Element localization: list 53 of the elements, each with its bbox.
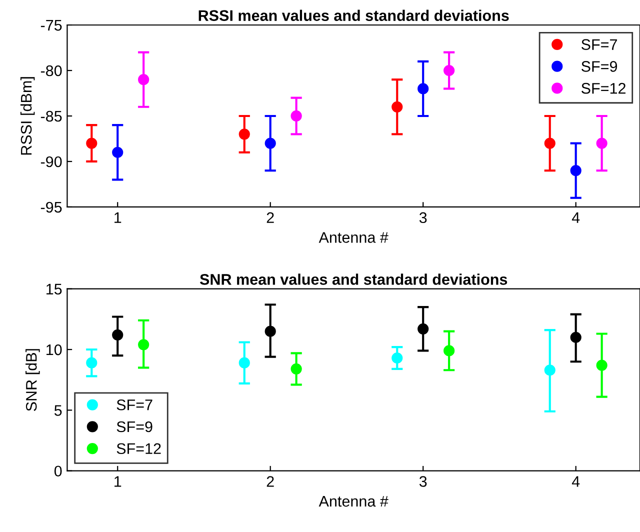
point bbox=[570, 165, 582, 176]
point bbox=[290, 110, 302, 122]
point bbox=[418, 323, 429, 334]
legend-label: SF=7 bbox=[582, 39, 617, 50]
y-tick-label: -75 bbox=[40, 20, 62, 31]
point bbox=[544, 364, 556, 376]
point bbox=[138, 339, 150, 350]
legend-label: SF=9 bbox=[116, 421, 152, 432]
y-tick-label: 10 bbox=[46, 344, 62, 356]
x-tick-label: 4 bbox=[572, 476, 580, 487]
x-axis-title: Antenna # bbox=[318, 496, 388, 507]
point bbox=[112, 146, 124, 158]
x-tick-label: 1 bbox=[114, 212, 122, 223]
y-tick-label: -95 bbox=[40, 202, 62, 213]
x-tick-label: 3 bbox=[419, 476, 427, 487]
legend-label: SF=12 bbox=[582, 82, 626, 94]
point bbox=[444, 345, 455, 356]
legend-label: SF=12 bbox=[116, 443, 161, 454]
y-axis-title: SNR [dB] bbox=[26, 349, 40, 411]
point bbox=[544, 138, 556, 149]
x-tick-label: 4 bbox=[572, 212, 580, 223]
y-axis-title: RSSI [dBm] bbox=[20, 77, 35, 155]
y-tick-label: -80 bbox=[40, 65, 62, 76]
point bbox=[596, 138, 608, 149]
point bbox=[290, 363, 302, 374]
point bbox=[112, 329, 124, 341]
point bbox=[264, 138, 276, 149]
y-tick-label: 0 bbox=[54, 466, 62, 477]
x-axis-title: Antenna # bbox=[318, 232, 388, 243]
x-tick-label: 1 bbox=[114, 476, 122, 487]
y-tick-label: 5 bbox=[54, 405, 62, 416]
point bbox=[570, 332, 582, 343]
x-tick-label: 2 bbox=[266, 476, 274, 487]
point bbox=[392, 352, 403, 364]
point bbox=[418, 83, 429, 94]
point bbox=[138, 74, 150, 86]
chart-title: RSSI mean values and standard deviations bbox=[198, 10, 509, 21]
point bbox=[444, 64, 455, 76]
y-tick-label: 15 bbox=[46, 284, 62, 295]
x-tick-label: 2 bbox=[266, 212, 274, 223]
point bbox=[86, 138, 98, 149]
y-tick-label: -85 bbox=[40, 110, 62, 122]
chart-title: SNR mean values and standard deviations bbox=[200, 274, 508, 285]
legend-label: SF=9 bbox=[582, 61, 618, 72]
point bbox=[238, 357, 250, 368]
y-tick-label: -90 bbox=[40, 156, 62, 168]
point bbox=[264, 326, 276, 337]
point bbox=[86, 357, 98, 368]
point bbox=[596, 360, 608, 371]
point bbox=[392, 101, 403, 112]
legend-label: SF=7 bbox=[116, 399, 152, 410]
point bbox=[238, 128, 250, 140]
x-tick-label: 3 bbox=[419, 212, 427, 224]
